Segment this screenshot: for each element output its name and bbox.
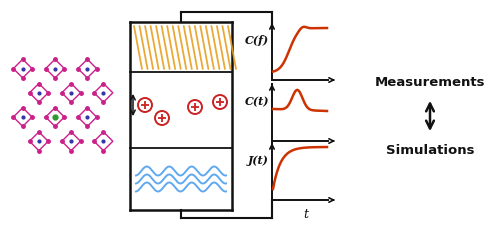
Text: C(f): C(f) [245,35,269,46]
Text: Measurements: Measurements [375,76,485,89]
Text: J(t): J(t) [248,155,269,166]
Text: C(t): C(t) [244,96,269,107]
Text: t: t [303,208,308,221]
Text: Simulations: Simulations [386,143,474,156]
